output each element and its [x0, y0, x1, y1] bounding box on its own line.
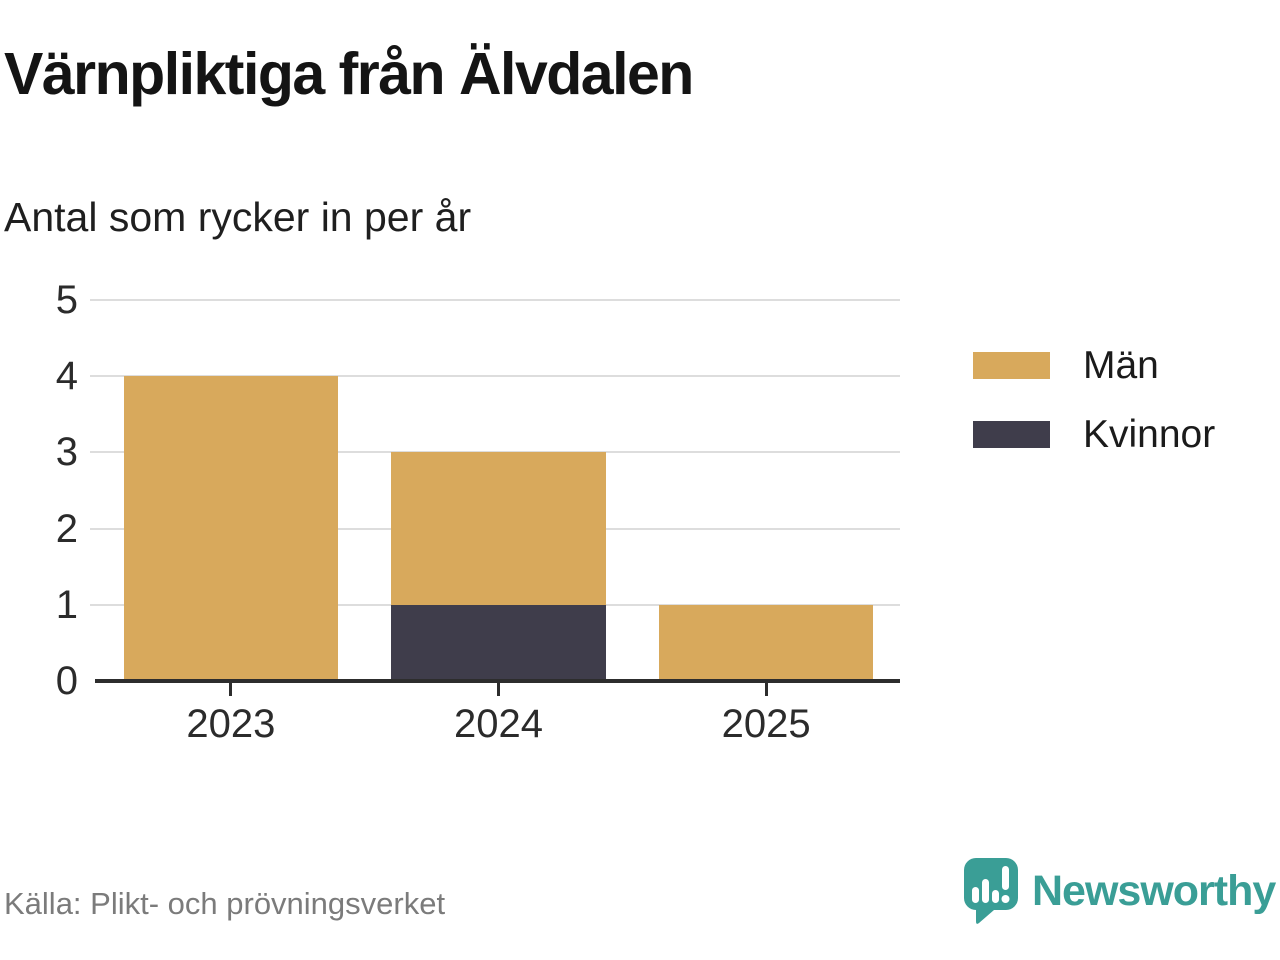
bar-segment-kvinnor-2024: [391, 604, 606, 681]
gridline: [90, 451, 900, 454]
legend-item-män: Män: [973, 346, 1215, 385]
x-tick-mark: [764, 683, 768, 696]
y-tick-label: 3: [55, 430, 78, 475]
newsworthy-logo-icon: [964, 858, 1018, 924]
y-tick-label: 1: [55, 582, 78, 627]
legend-label: Kvinnor: [1083, 413, 1216, 456]
bar-segment-män-2024: [391, 452, 606, 605]
bar-segment-män-2023: [123, 376, 338, 681]
y-tick-label: 0: [55, 659, 78, 703]
legend-item-kvinnor: Kvinnor: [973, 415, 1215, 454]
chart-title: Värnpliktiga från Älvdalen: [4, 41, 694, 107]
legend: Män Kvinnor: [973, 346, 1215, 484]
legend-swatch: [973, 352, 1050, 379]
y-tick-label: 5: [55, 278, 78, 322]
x-tick-label: 2023: [186, 702, 276, 746]
brand-logo: Newsworthy: [964, 858, 1276, 924]
source-note: Källa: Plikt- och prövningsverket: [4, 886, 446, 921]
bar-segment-män-2025: [659, 604, 874, 681]
x-tick-label: 2025: [721, 702, 811, 746]
plot-area: 2023 2024 2025: [90, 299, 900, 746]
brand-name: Newsworthy: [1032, 866, 1276, 915]
legend-swatch: [973, 421, 1050, 448]
gridline: [90, 375, 900, 378]
x-axis-line: [95, 679, 900, 683]
x-tick-mark: [497, 683, 500, 696]
y-tick-label: 4: [55, 354, 78, 399]
chart-subtitle: Antal som rycker in per år: [4, 194, 472, 240]
x-tick-label: 2024: [454, 702, 543, 746]
y-axis-labels: 0 1 2 3 4 5: [0, 280, 78, 701]
gridline: [90, 299, 900, 301]
x-tick-mark: [229, 683, 233, 696]
y-tick-label: 2: [55, 506, 78, 551]
legend-label: Män: [1083, 344, 1159, 387]
